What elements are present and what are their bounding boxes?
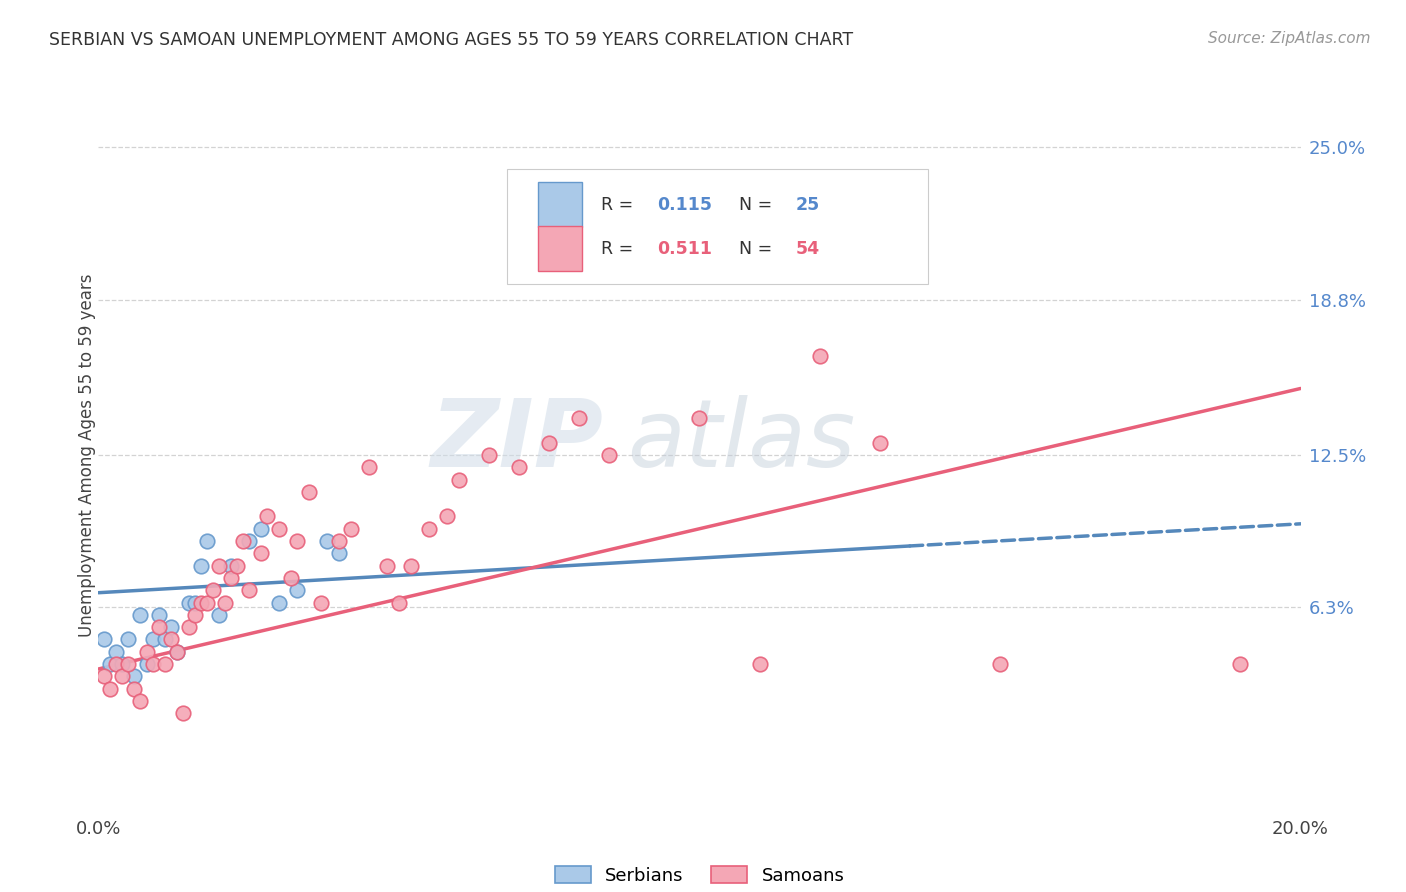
- Point: [117, 657, 139, 671]
- FancyBboxPatch shape: [538, 226, 582, 271]
- Point: [129, 607, 152, 622]
- Text: 25: 25: [796, 195, 820, 213]
- Point: [159, 620, 181, 634]
- Point: [166, 645, 188, 659]
- Legend: Serbians, Samoans: Serbians, Samoans: [555, 866, 844, 885]
- Point: [598, 448, 620, 462]
- Point: [190, 596, 212, 610]
- Text: SERBIAN VS SAMOAN UNEMPLOYMENT AMONG AGES 55 TO 59 YEARS CORRELATION CHART: SERBIAN VS SAMOAN UNEMPLOYMENT AMONG AGE…: [49, 31, 853, 49]
- Point: [267, 522, 290, 536]
- Point: [447, 473, 470, 487]
- Point: [267, 596, 290, 610]
- Point: [808, 350, 831, 364]
- Point: [208, 607, 231, 622]
- Point: [100, 681, 122, 696]
- Point: [436, 509, 458, 524]
- Point: [190, 558, 212, 573]
- Point: [148, 620, 170, 634]
- Point: [93, 669, 115, 683]
- Point: [135, 657, 157, 671]
- Text: 0.115: 0.115: [658, 195, 713, 213]
- Point: [148, 607, 170, 622]
- Point: [375, 558, 398, 573]
- Point: [658, 214, 681, 228]
- Point: [869, 435, 891, 450]
- Point: [418, 522, 440, 536]
- Point: [249, 546, 271, 560]
- Text: R =: R =: [600, 195, 638, 213]
- Point: [538, 435, 561, 450]
- Point: [232, 534, 254, 549]
- Point: [195, 596, 218, 610]
- Point: [141, 632, 163, 647]
- Point: [238, 534, 260, 549]
- Point: [166, 645, 188, 659]
- Point: [219, 571, 242, 585]
- Point: [124, 681, 146, 696]
- Point: [508, 460, 530, 475]
- Point: [285, 534, 308, 549]
- Point: [988, 657, 1011, 671]
- Point: [478, 448, 501, 462]
- Point: [135, 645, 157, 659]
- Point: [177, 596, 200, 610]
- Point: [208, 558, 231, 573]
- Point: [214, 596, 236, 610]
- Point: [280, 571, 302, 585]
- Point: [172, 706, 194, 721]
- Text: N =: N =: [740, 195, 778, 213]
- Point: [159, 632, 181, 647]
- Point: [183, 607, 205, 622]
- Text: atlas: atlas: [627, 395, 856, 486]
- Point: [309, 596, 332, 610]
- Point: [111, 669, 134, 683]
- Point: [225, 558, 247, 573]
- FancyBboxPatch shape: [508, 169, 928, 284]
- Point: [328, 534, 350, 549]
- Point: [153, 657, 176, 671]
- FancyBboxPatch shape: [538, 182, 582, 227]
- Point: [256, 509, 278, 524]
- Text: 0.511: 0.511: [658, 240, 713, 258]
- Text: R =: R =: [600, 240, 638, 258]
- Point: [201, 583, 224, 598]
- Point: [195, 534, 218, 549]
- Point: [219, 558, 242, 573]
- Text: ZIP: ZIP: [430, 394, 603, 487]
- Point: [328, 546, 350, 560]
- Point: [1229, 657, 1251, 671]
- Point: [298, 484, 321, 499]
- Point: [129, 694, 152, 708]
- Point: [568, 411, 591, 425]
- Text: Source: ZipAtlas.com: Source: ZipAtlas.com: [1208, 31, 1371, 46]
- Point: [285, 583, 308, 598]
- Point: [105, 645, 128, 659]
- Point: [111, 657, 134, 671]
- Point: [249, 522, 271, 536]
- Point: [399, 558, 422, 573]
- Y-axis label: Unemployment Among Ages 55 to 59 years: Unemployment Among Ages 55 to 59 years: [79, 273, 96, 637]
- Text: 54: 54: [796, 240, 820, 258]
- Point: [124, 669, 146, 683]
- Point: [315, 534, 337, 549]
- Point: [183, 596, 205, 610]
- Point: [105, 657, 128, 671]
- Point: [748, 657, 770, 671]
- Point: [153, 632, 176, 647]
- Point: [357, 460, 380, 475]
- Point: [238, 583, 260, 598]
- Point: [340, 522, 363, 536]
- Point: [628, 239, 651, 253]
- Point: [388, 596, 411, 610]
- Point: [100, 657, 122, 671]
- Text: N =: N =: [740, 240, 778, 258]
- Point: [93, 632, 115, 647]
- Point: [177, 620, 200, 634]
- Point: [688, 411, 710, 425]
- Point: [141, 657, 163, 671]
- Point: [117, 632, 139, 647]
